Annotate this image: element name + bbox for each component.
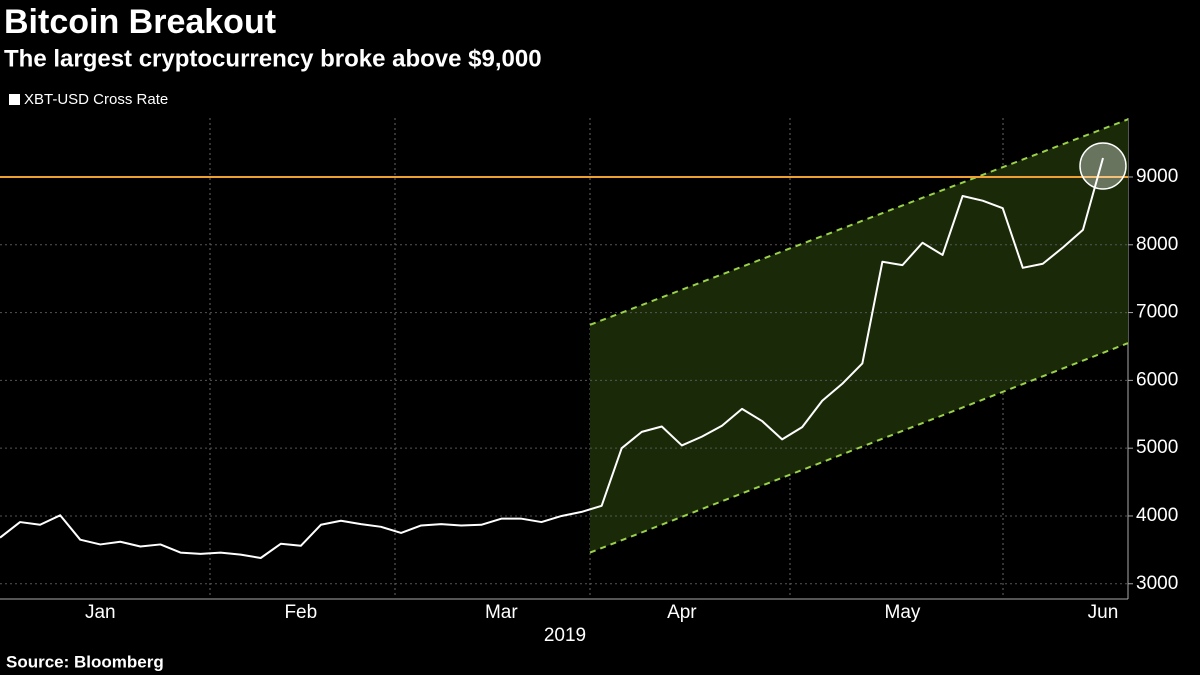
source: Source: Bloomberg [6, 652, 164, 671]
y-tick-label: 9000 [1136, 166, 1178, 187]
x-tick-label: Mar [485, 602, 518, 623]
chart-subtitle: The largest cryptocurrency broke above $… [4, 45, 542, 72]
x-tick-label: Jan [85, 602, 116, 623]
highlight-circle [1079, 142, 1127, 190]
y-tick-label: 8000 [1136, 234, 1178, 255]
y-tick-label: 7000 [1136, 302, 1178, 323]
legend-label: XBT-USD Cross Rate [24, 91, 168, 108]
x-tick-label: Jun [1088, 602, 1119, 623]
channel-band [590, 119, 1128, 553]
y-tick-label: 4000 [1136, 505, 1178, 526]
y-tick-label: 5000 [1136, 437, 1178, 458]
channel-line [589, 118, 1129, 326]
x-axis-label: 2019 [544, 625, 586, 646]
series-line [0, 157, 1104, 559]
channel-line [589, 342, 1129, 554]
x-tick-label: Feb [284, 602, 317, 623]
x-tick-label: May [885, 602, 921, 623]
y-tick-label: 3000 [1136, 573, 1178, 594]
legend-swatch [9, 94, 20, 105]
y-tick-label: 6000 [1136, 369, 1178, 390]
x-tick-label: Apr [667, 602, 697, 623]
chart-title: Bitcoin Breakout [4, 3, 276, 41]
